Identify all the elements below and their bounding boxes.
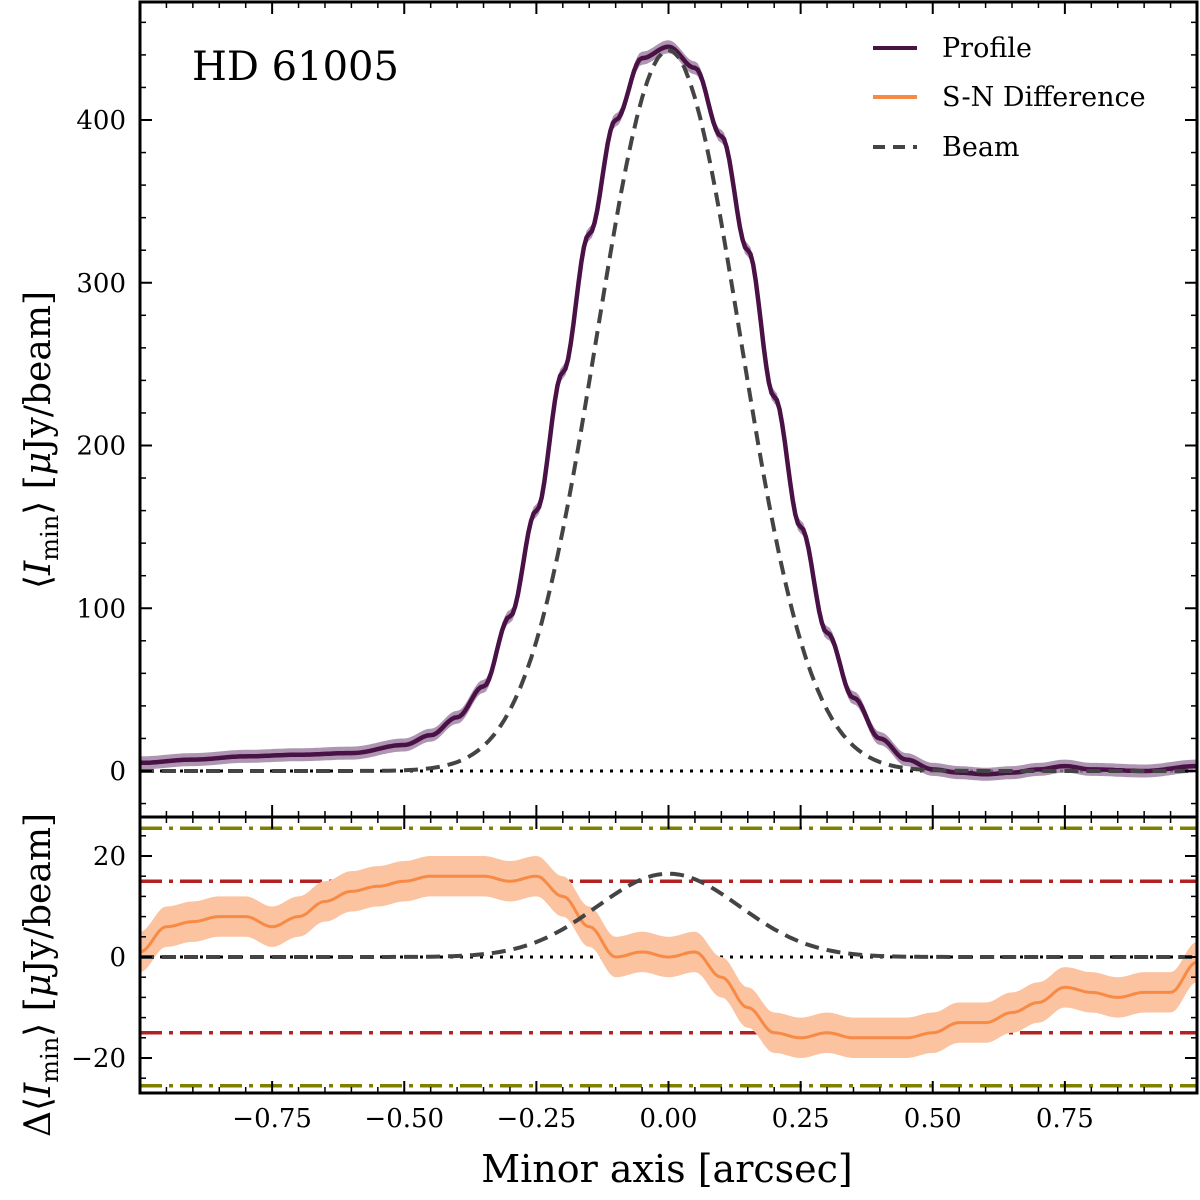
x-axis-title: Minor axis [arcsec] bbox=[481, 1147, 853, 1191]
difference-plot-area bbox=[140, 826, 1197, 1088]
difference-ylabel-suffix: ⟩ [ bbox=[18, 997, 59, 1037]
legend-sn-label: S-N Difference bbox=[942, 82, 1146, 113]
profile-panel: 0 100 200 300 400 HD 61005 Profile S-N Diffe… bbox=[76, 0, 1199, 819]
profile-ytick-label-4: 400 bbox=[76, 106, 126, 136]
difference-xtick-label-5: 0.50 bbox=[904, 1104, 962, 1134]
difference-panel-frame bbox=[138, 815, 1199, 1095]
profile-ytick-label-0: 0 bbox=[109, 757, 126, 787]
difference-xtick-label-4: 0.25 bbox=[772, 1104, 830, 1134]
difference-ytick-label-2: 20 bbox=[93, 842, 126, 872]
legend-profile-label: Profile bbox=[942, 33, 1032, 64]
difference-panel: −20 0 20 −0.75 −0.50 −0.25 0.00 0.25 0.50 0.75 bbox=[71, 815, 1199, 1134]
star-name-label: HD 61005 bbox=[192, 44, 399, 90]
difference-ytick-label-0: −20 bbox=[71, 1044, 126, 1074]
difference-xtick-label-2: −0.25 bbox=[497, 1104, 577, 1134]
profile-beam-line bbox=[140, 47, 1197, 773]
difference-ylabel-mu: μ bbox=[18, 974, 59, 997]
profile-ylabel-prefix: ⟨ bbox=[18, 575, 59, 589]
profile-ytick-label-3: 300 bbox=[76, 269, 126, 299]
difference-xtick-label-6: 0.75 bbox=[1036, 1104, 1094, 1134]
difference-beam-line bbox=[140, 871, 1197, 959]
profile-plot-area bbox=[140, 40, 1197, 781]
profile-ylabel-sub: min bbox=[36, 515, 64, 561]
difference-ytick-label-1: 0 bbox=[109, 943, 126, 973]
legend-beam-label: Beam bbox=[942, 132, 1020, 163]
profile-ylabel-suffix: ⟩ [ bbox=[18, 475, 59, 515]
difference-ylabel-var: I bbox=[18, 1082, 59, 1098]
difference-ylabel-prefix: Δ⟨ bbox=[18, 1097, 59, 1137]
profile-ytick-label-2: 200 bbox=[76, 432, 126, 462]
profile-ticks: 0 100 200 300 400 bbox=[76, 2, 1197, 817]
difference-sn-difference-line bbox=[140, 874, 1197, 1040]
difference-y-axis-title: Δ⟨Imin⟩ [μJy/beam] bbox=[18, 813, 64, 1137]
profile-ylabel-unit: Jy/beam] bbox=[18, 291, 59, 456]
difference-ylabel-sub: min bbox=[36, 1037, 64, 1083]
difference-xtick-label-1: −0.50 bbox=[364, 1104, 444, 1134]
profile-ytick-label-1: 100 bbox=[76, 594, 126, 624]
profile-ylabel-mu: μ bbox=[18, 452, 59, 475]
difference-xtick-label-0: −0.75 bbox=[232, 1104, 312, 1134]
difference-ylabel-unit: Jy/beam] bbox=[18, 813, 59, 978]
profile-y-axis-title: ⟨Imin⟩ [μJy/beam] bbox=[18, 291, 64, 589]
profile-ylabel-var: I bbox=[18, 560, 59, 576]
difference-xtick-label-3: 0.00 bbox=[640, 1104, 698, 1134]
legend: Profile S-N Difference Beam bbox=[873, 33, 1146, 163]
